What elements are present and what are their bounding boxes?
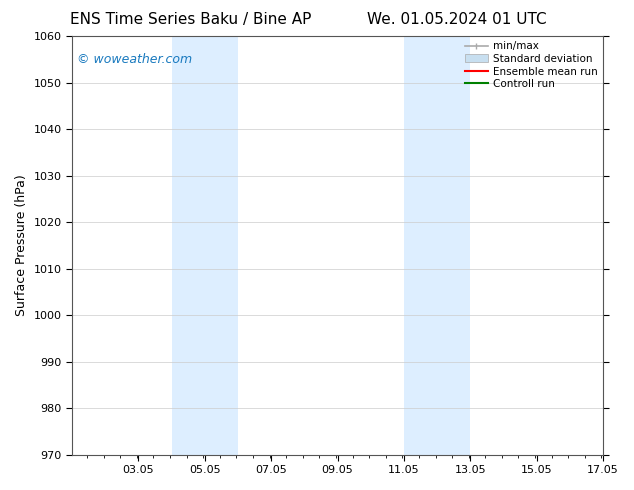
- Bar: [404, 36, 470, 455]
- Y-axis label: Surface Pressure (hPa): Surface Pressure (hPa): [15, 174, 28, 316]
- Bar: [172, 36, 238, 455]
- Text: ENS Time Series Baku / Bine AP: ENS Time Series Baku / Bine AP: [70, 12, 311, 27]
- Legend: min/max, Standard deviation, Ensemble mean run, Controll run: min/max, Standard deviation, Ensemble me…: [465, 41, 598, 89]
- Text: We. 01.05.2024 01 UTC: We. 01.05.2024 01 UTC: [366, 12, 547, 27]
- Text: © woweather.com: © woweather.com: [77, 53, 193, 66]
